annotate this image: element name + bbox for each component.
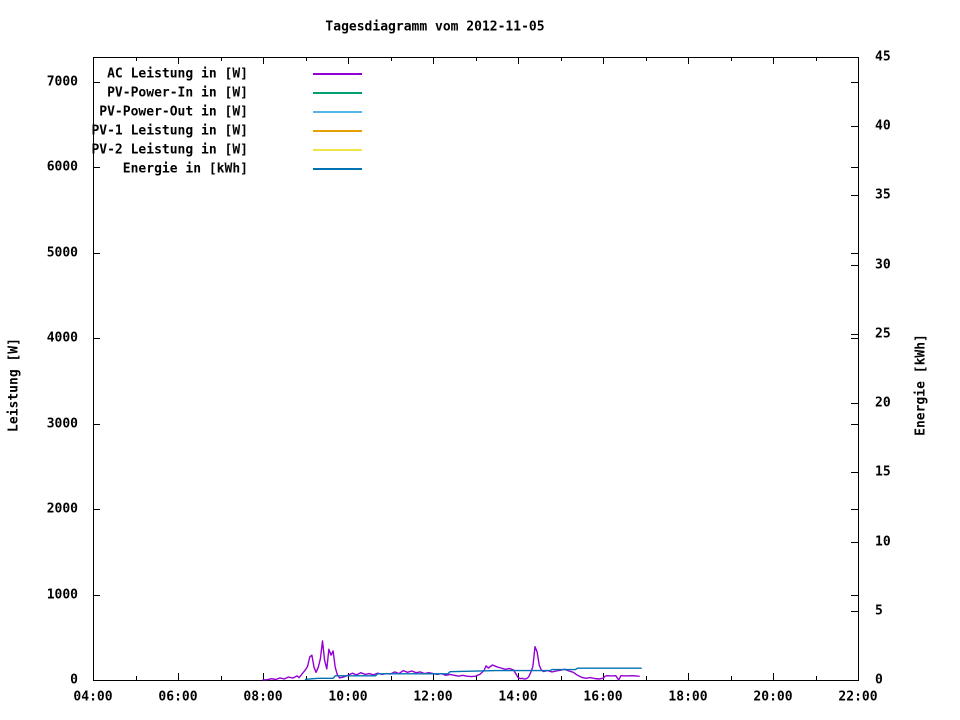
x-tick-label: 16:00 — [583, 689, 623, 705]
legend-label: PV-Power-In in [W] — [107, 85, 248, 101]
y-tick-label-left: 1000 — [46, 587, 78, 603]
legend-swatch — [313, 73, 362, 75]
y-tick-label-right: 5 — [875, 603, 883, 619]
x-tick-label: 06:00 — [158, 689, 198, 705]
legend-label: Energie in [kWh] — [122, 161, 248, 177]
legend-swatch — [313, 92, 362, 94]
y-tick-label-left: 5000 — [46, 245, 78, 261]
y-tick-label-right: 0 — [875, 672, 883, 688]
y-tick-label-right: 45 — [875, 49, 891, 65]
legend-swatch — [313, 111, 362, 113]
legend-swatch — [313, 149, 362, 151]
y-tick-label-right: 35 — [875, 187, 891, 203]
y-tick-label-left: 3000 — [46, 416, 78, 432]
x-tick-label: 08:00 — [243, 689, 283, 705]
y-tick-label-left: 6000 — [46, 159, 78, 175]
x-tick-label: 12:00 — [413, 689, 453, 705]
y-tick-label-right: 30 — [875, 257, 891, 273]
x-tick-label: 20:00 — [753, 689, 793, 705]
y-tick-label-left: 2000 — [46, 501, 78, 517]
y-tick-label-right: 15 — [875, 464, 891, 480]
series-line-ac-leistung-in-w — [262, 640, 640, 681]
y-tick-label-right: 40 — [875, 118, 891, 134]
x-tick-label: 04:00 — [73, 689, 113, 705]
x-tick-label: 22:00 — [838, 689, 878, 705]
y-tick-label-left: 0 — [70, 672, 78, 688]
legend-label: PV-1 Leistung in [W] — [91, 123, 248, 139]
legend-label: PV-2 Leistung in [W] — [91, 142, 248, 158]
x-tick-label: 18:00 — [668, 689, 708, 705]
y-tick-label-right: 10 — [875, 534, 891, 550]
series-line-energie-in-kwh — [304, 667, 642, 680]
y-tick-label-left: 7000 — [46, 74, 78, 90]
legend-swatch — [313, 130, 362, 132]
legend-label: AC Leistung in [W] — [107, 66, 248, 82]
y-tick-label-left: 4000 — [46, 330, 78, 346]
x-tick-label: 10:00 — [328, 689, 368, 705]
y-tick-label-right: 20 — [875, 395, 891, 411]
chart-title: Tagesdiagramm vom 2012-11-05 — [325, 19, 545, 35]
legend-label: PV-Power-Out in [W] — [99, 104, 248, 120]
x-tick-label: 14:00 — [498, 689, 538, 705]
legend-swatch — [313, 168, 362, 170]
y-tick-label-right: 25 — [875, 326, 891, 342]
